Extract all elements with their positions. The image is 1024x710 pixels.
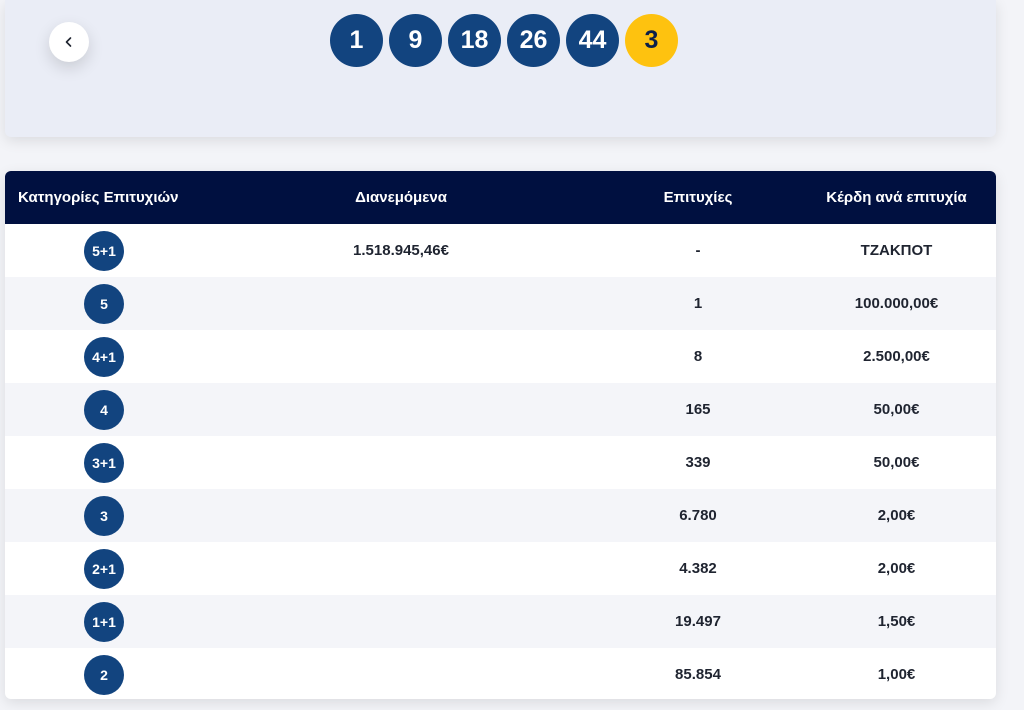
prize-cell: ΤΖΑΚΠΟΤ bbox=[860, 242, 933, 259]
category-badge: 3+1 bbox=[84, 442, 124, 483]
drawn-number-ball: 18 bbox=[448, 14, 501, 67]
prize-cell: 1,00€ bbox=[877, 666, 916, 683]
prize-table: Κατηγορίες Επιτυχιών Διανεμόμενα Επιτυχί… bbox=[5, 171, 996, 699]
table-row: 3+1 339 50,00€ bbox=[5, 436, 996, 489]
table-row: 4 165 50,00€ bbox=[5, 383, 996, 436]
header-distributed: Διανεμόμενα bbox=[355, 189, 447, 206]
table-row: 2 85.854 1,00€ bbox=[5, 648, 996, 699]
header-winners: Επιτυχίες bbox=[663, 189, 733, 206]
category-badge: 3 bbox=[84, 495, 124, 536]
table-row: 1+1 19.497 1,50€ bbox=[5, 595, 996, 648]
drawn-number-ball: 26 bbox=[507, 14, 560, 67]
winners-cell: 1 bbox=[693, 295, 703, 312]
category-badge: 2+1 bbox=[84, 548, 124, 589]
table-row: 4+1 8 2.500,00€ bbox=[5, 330, 996, 383]
category-badge: 1+1 bbox=[84, 601, 124, 642]
drawn-numbers: 1 9 18 26 44 3 bbox=[330, 14, 684, 67]
category-badge: 2 bbox=[84, 654, 124, 695]
winners-cell: 6.780 bbox=[679, 507, 717, 524]
winners-cell: 339 bbox=[685, 454, 711, 471]
winners-cell: 19.497 bbox=[675, 613, 721, 630]
prize-cell: 2,00€ bbox=[877, 507, 916, 524]
winners-cell: 8 bbox=[693, 348, 703, 365]
table-row: 5+1 1.518.945,46€ - ΤΖΑΚΠΟΤ bbox=[5, 224, 996, 277]
bonus-number-ball: 3 bbox=[625, 14, 678, 67]
category-badge: 4+1 bbox=[84, 336, 124, 377]
category-badge: 5 bbox=[84, 283, 124, 324]
table-row: 5 1 100.000,00€ bbox=[5, 277, 996, 330]
table-row: 2+1 4.382 2,00€ bbox=[5, 542, 996, 595]
drawn-number-ball: 1 bbox=[330, 14, 383, 67]
prize-cell: 2.500,00€ bbox=[863, 348, 930, 365]
winners-cell: 85.854 bbox=[675, 666, 721, 683]
chevron-left-icon bbox=[65, 37, 72, 47]
drawn-number-ball: 9 bbox=[389, 14, 442, 67]
table-header: Κατηγορίες Επιτυχιών Διανεμόμενα Επιτυχί… bbox=[5, 171, 996, 224]
back-button[interactable] bbox=[49, 22, 89, 62]
header-prize: Κέρδη ανά επιτυχία bbox=[826, 189, 967, 206]
prize-cell: 50,00€ bbox=[873, 454, 920, 471]
header-category: Κατηγορίες Επιτυχιών bbox=[18, 189, 179, 206]
category-badge: 5+1 bbox=[84, 230, 124, 271]
category-badge: 4 bbox=[84, 389, 124, 430]
prize-cell: 2,00€ bbox=[877, 560, 916, 577]
drawn-number-ball: 44 bbox=[566, 14, 619, 67]
prize-cell: 50,00€ bbox=[873, 401, 920, 418]
prize-cell: 1,50€ bbox=[877, 613, 916, 630]
table-row: 3 6.780 2,00€ bbox=[5, 489, 996, 542]
winners-cell: - bbox=[695, 242, 701, 259]
draw-results-panel: 1 9 18 26 44 3 bbox=[5, 0, 996, 137]
winners-cell: 4.382 bbox=[679, 560, 717, 577]
distributed-cell: 1.518.945,46€ bbox=[353, 242, 449, 259]
winners-cell: 165 bbox=[685, 401, 711, 418]
prize-cell: 100.000,00€ bbox=[854, 295, 939, 312]
